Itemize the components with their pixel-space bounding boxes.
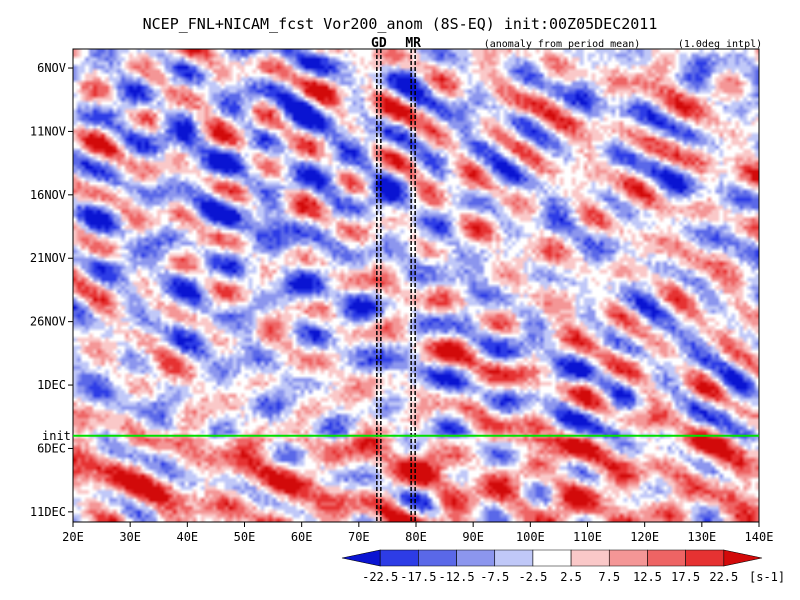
y-tick-label: 6DEC: [37, 441, 66, 455]
x-tick-label: 90E: [462, 530, 484, 544]
x-tick-label: 70E: [348, 530, 370, 544]
colorbar-level-label: 22.5: [709, 570, 738, 584]
vorticity-field: [73, 49, 759, 522]
colorbar-bin: [456, 549, 496, 567]
colorbar: -22.5 -17.5 -12.5 -7.5 -2.5 2.5 7.5 12.5 17.5 22.…: [341, 549, 763, 584]
colorbar-level-label: -7.5: [480, 570, 509, 584]
colorbar-bin: [685, 549, 725, 567]
colorbar-level-label: -2.5: [518, 570, 547, 584]
x-tick-label: 20E: [62, 530, 84, 544]
colorbar-bin: [608, 549, 648, 567]
x-tick-label: 80E: [405, 530, 427, 544]
y-tick-label: 26NOV: [30, 315, 66, 329]
y-tick-label: 6NOV: [37, 61, 66, 75]
chart-note: (1.0deg intpl): [678, 39, 762, 50]
colorbar-level-label: -17.5: [400, 570, 436, 584]
x-tick-label: 130E: [687, 530, 716, 544]
chart-title: NCEP_FNL+NICAM_fcst Vor200_anom (8S-EQ) …: [143, 15, 658, 33]
colorbar-level-label: 2.5: [560, 570, 582, 584]
colorbar-level-label: -22.5: [362, 570, 398, 584]
y-tick-label: 21NOV: [30, 251, 66, 265]
colorbar-level-label: 17.5: [671, 570, 700, 584]
x-axis: 20E 30E 40E 50E 60E 70E 80E 90E 100E 110E 120E 130E…: [62, 522, 773, 544]
colorbar-bin: [418, 549, 457, 567]
y-tick-label: 11NOV: [30, 124, 66, 138]
colorbar-bin: [532, 549, 572, 567]
init-line-group: init: [42, 429, 759, 443]
colorbar-bin: [723, 549, 763, 567]
colorbar-unit: [s-1]: [749, 570, 785, 584]
colorbar-level-label: 12.5: [633, 570, 662, 584]
x-tick-label: 30E: [119, 530, 141, 544]
init-label: init: [42, 429, 71, 443]
y-tick-label: 16NOV: [30, 188, 66, 202]
marker-label-gd: GD: [371, 36, 387, 51]
marker-group: GD MR: [371, 36, 421, 522]
colorbar-bin: [570, 549, 610, 567]
y-tick-label: 1DEC: [37, 378, 66, 392]
colorbar-bin: [341, 549, 381, 567]
chart-subtitle: (anomaly from period mean): [484, 39, 641, 50]
colorbar-level-label: 7.5: [598, 570, 620, 584]
x-tick-label: 140E: [745, 530, 774, 544]
x-tick-label: 100E: [516, 530, 545, 544]
colorbar-level-label: -12.5: [438, 570, 474, 584]
colorbar-bin: [647, 549, 686, 567]
colorbar-bin: [494, 549, 534, 567]
x-tick-label: 60E: [291, 530, 313, 544]
y-axis: 6NOV 11NOV 16NOV 21NOV 26NOV 1DEC 6DEC 11DEC: [30, 61, 73, 519]
x-tick-label: 120E: [630, 530, 659, 544]
plot-area: [73, 49, 759, 522]
x-tick-label: 40E: [176, 530, 198, 544]
y-tick-label: 11DEC: [30, 505, 66, 519]
x-tick-label: 50E: [234, 530, 256, 544]
marker-label-mr: MR: [405, 36, 421, 51]
x-tick-label: 110E: [573, 530, 602, 544]
colorbar-bin: [379, 549, 419, 567]
